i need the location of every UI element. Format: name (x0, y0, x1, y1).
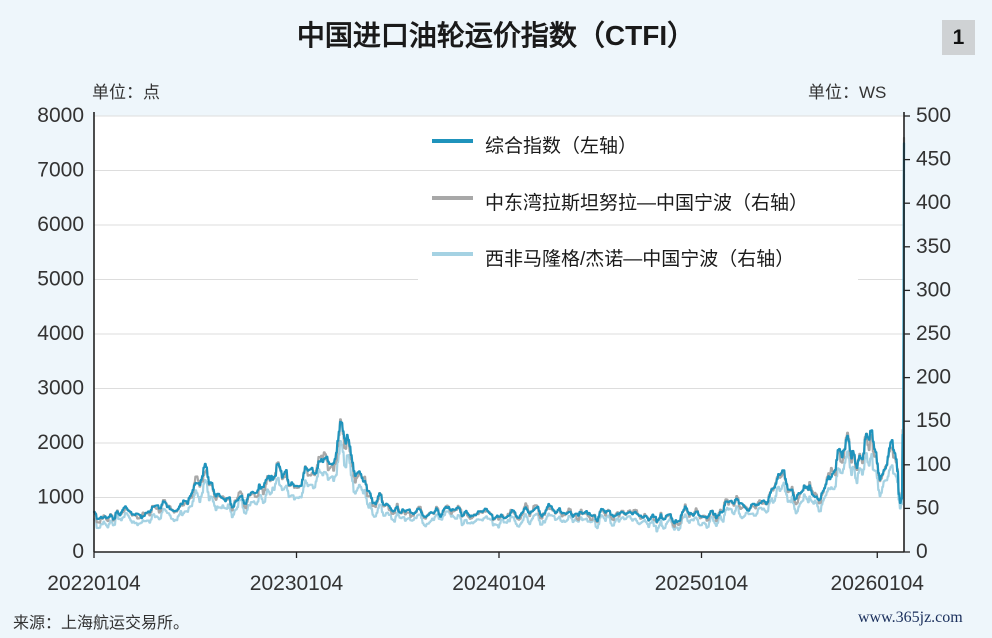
svg-text:1000: 1000 (37, 486, 84, 509)
svg-text:3000: 3000 (37, 377, 84, 400)
svg-text:500: 500 (916, 104, 951, 127)
svg-text:2000: 2000 (37, 431, 84, 454)
svg-text:7000: 7000 (37, 159, 84, 182)
svg-text:20220104: 20220104 (47, 572, 141, 595)
svg-text:4000: 4000 (37, 322, 84, 345)
svg-text:350: 350 (916, 235, 951, 258)
svg-text:5000: 5000 (37, 268, 84, 291)
svg-text:20250104: 20250104 (655, 572, 749, 595)
svg-text:250: 250 (916, 322, 951, 345)
svg-text:8000: 8000 (37, 104, 84, 127)
svg-text:0: 0 (916, 540, 928, 563)
svg-text:200: 200 (916, 366, 951, 389)
svg-text:100: 100 (916, 453, 951, 476)
svg-text:150: 150 (916, 409, 951, 432)
svg-text:20240104: 20240104 (452, 572, 546, 595)
svg-text:0: 0 (72, 540, 84, 563)
svg-text:6000: 6000 (37, 213, 84, 236)
svg-text:400: 400 (916, 191, 951, 214)
svg-text:300: 300 (916, 278, 951, 301)
svg-text:50: 50 (916, 496, 939, 519)
svg-text:20230104: 20230104 (250, 572, 344, 595)
svg-text:450: 450 (916, 148, 951, 171)
svg-text:20260104: 20260104 (831, 572, 925, 595)
